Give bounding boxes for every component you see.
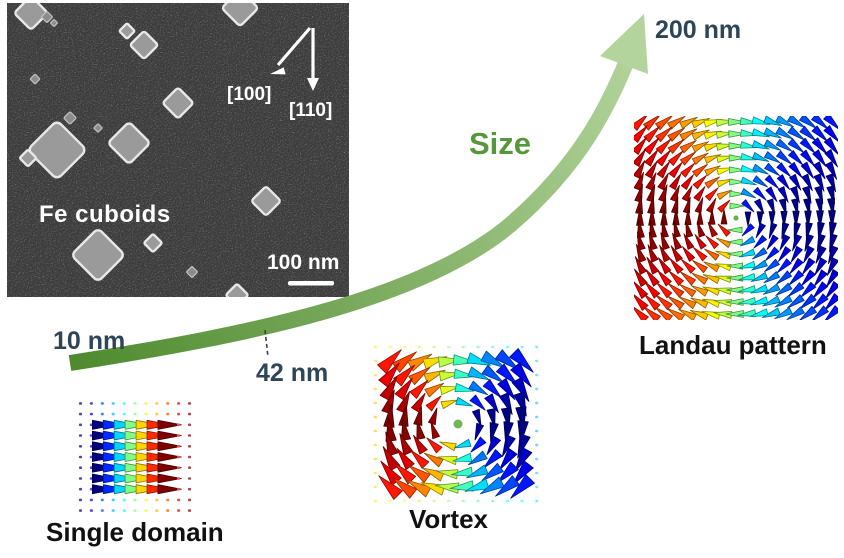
size-tick-10nm: 10 nm	[53, 327, 126, 355]
landau-pattern-label: Landau pattern	[639, 330, 827, 360]
size-axis-title: Size	[469, 126, 532, 161]
sem-title: Fe cuboids	[39, 201, 171, 228]
size-tick-200nm: 200 nm	[655, 16, 742, 44]
tick-42nm	[264, 329, 269, 358]
direction-label-100: [100]	[227, 84, 272, 105]
landau-spin-map	[634, 116, 838, 320]
scale-bar-label: 100 nm	[267, 251, 340, 274]
direction-label-110: [110]	[289, 100, 333, 121]
size-arrowhead-icon	[600, 14, 648, 74]
single-domain-spin-map	[78, 402, 192, 512]
scale-bar	[288, 281, 334, 286]
vortex-label: Vortex	[409, 504, 488, 534]
vortex-spin-map	[373, 345, 539, 503]
single-domain-label: Single domain	[46, 517, 224, 547]
size-tick-42nm: 42 nm	[256, 359, 329, 387]
